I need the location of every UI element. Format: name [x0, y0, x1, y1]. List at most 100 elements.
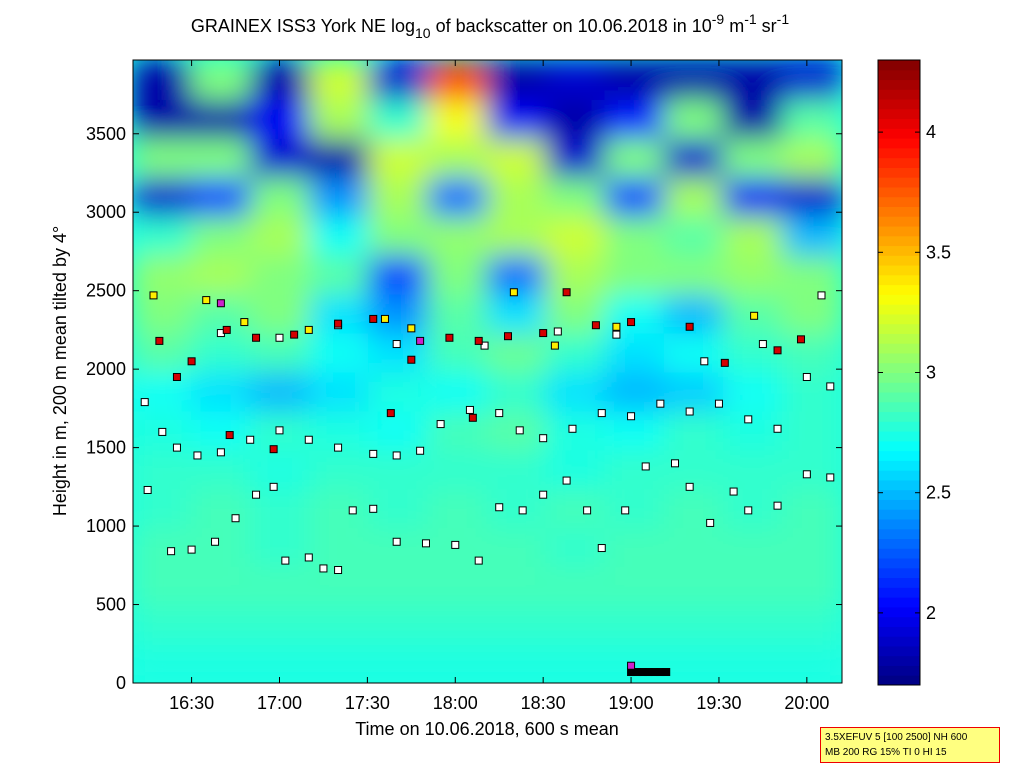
heat-cell: [133, 253, 194, 295]
y-tick-label: 3500: [86, 124, 126, 144]
heat-cell: [781, 292, 842, 334]
heat-cell: [309, 175, 371, 217]
layer-point: [750, 311, 759, 320]
heat-cell: [604, 136, 666, 178]
heat-cell: [663, 643, 725, 683]
heat-cell: [781, 60, 842, 100]
heat-cell: [781, 526, 842, 568]
colorbar-step: [878, 606, 920, 618]
heat-cell: [368, 526, 430, 568]
heat-cell: [427, 409, 489, 451]
colorbar-step: [878, 216, 920, 227]
layer-point: [172, 443, 181, 452]
heat-cell: [133, 487, 194, 529]
layer-point: [685, 407, 694, 416]
heat-cell: [545, 370, 607, 412]
layer-point: [744, 506, 753, 515]
heat-cell: [250, 643, 312, 683]
colorbar-step: [878, 675, 920, 686]
heat-cell: [663, 253, 725, 295]
layer-point: [392, 340, 401, 349]
heat-cell: [191, 370, 253, 412]
heat-cell: [427, 643, 489, 683]
layer-point: [826, 473, 835, 482]
heat-cell: [427, 60, 489, 100]
heat-cell: [722, 370, 784, 412]
colorbar-step: [878, 362, 920, 373]
heat-cell: [133, 448, 194, 490]
colorbar-step: [878, 333, 920, 344]
heat-cell: [133, 565, 194, 607]
colorbar-step: [878, 421, 920, 432]
heat-cell: [133, 604, 194, 646]
colorbar-step: [878, 69, 920, 81]
heat-cell: [781, 565, 842, 607]
colorbar-step: [878, 274, 920, 286]
layer-point: [729, 487, 738, 496]
heat-cell: [427, 292, 489, 334]
heat-cell: [427, 448, 489, 490]
heat-cell: [191, 214, 253, 256]
y-tick-label: 0: [116, 673, 126, 693]
layer-point: [369, 449, 378, 458]
heat-cell: [781, 175, 842, 217]
layer-point: [436, 420, 445, 429]
colorbar-step: [878, 489, 920, 500]
layer-point: [627, 661, 636, 670]
heat-cell: [781, 253, 842, 295]
x-tick-label: 19:30: [696, 693, 741, 713]
layer-point: [290, 330, 299, 339]
colorbar-step: [878, 597, 920, 608]
heat-cell: [545, 175, 607, 217]
layer-point: [304, 435, 313, 444]
heat-cell: [250, 487, 312, 529]
heat-cell: [368, 214, 430, 256]
layer-point: [275, 426, 284, 435]
layer-point: [202, 296, 211, 305]
heat-cell: [250, 136, 312, 178]
layer-point: [392, 537, 401, 546]
heat-cell: [486, 292, 548, 334]
heat-cell: [604, 409, 666, 451]
heat-cell: [663, 97, 725, 139]
heat-cell: [545, 487, 607, 529]
colorbar-step: [878, 645, 920, 657]
heat-cell: [191, 643, 253, 683]
layer-point: [612, 322, 621, 331]
heat-cell: [663, 292, 725, 334]
heat-cell: [191, 60, 253, 100]
layer-point: [515, 426, 524, 435]
heat-cell: [427, 604, 489, 646]
heat-cell: [486, 60, 548, 100]
heat-cell: [486, 448, 548, 490]
heat-cell: [309, 526, 371, 568]
colorbar-step: [878, 460, 920, 471]
heat-cell: [663, 175, 725, 217]
y-tick-label: 3000: [86, 202, 126, 222]
layer-point: [656, 399, 665, 408]
y-tick-label: 2500: [86, 281, 126, 301]
heat-cell: [545, 97, 607, 139]
heat-cell: [545, 253, 607, 295]
colorbar-step: [878, 294, 920, 305]
heat-cell: [781, 604, 842, 646]
heat-cell: [545, 565, 607, 607]
layer-point: [246, 435, 255, 444]
colorbar-step: [878, 99, 920, 110]
colorbar-tick-label: 2: [926, 603, 936, 623]
colorbar-step: [878, 206, 920, 217]
colorbar-step: [878, 567, 920, 579]
layer-point: [172, 372, 181, 381]
title-sup: -1: [777, 11, 790, 27]
heat-cell: [781, 448, 842, 490]
layer-point: [826, 382, 835, 391]
layer-point: [773, 501, 782, 510]
heat-cell: [368, 60, 430, 100]
heat-cell: [722, 60, 784, 100]
x-tick-label: 17:30: [345, 693, 390, 713]
heat-cell: [545, 331, 607, 373]
heat-cell: [191, 565, 253, 607]
colorbar-step: [878, 382, 920, 393]
layer-point: [252, 490, 261, 499]
